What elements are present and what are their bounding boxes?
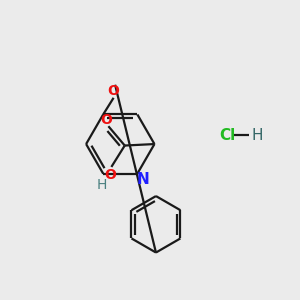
Text: H: H [251, 128, 263, 142]
Text: N: N [136, 172, 149, 187]
Text: O: O [108, 84, 119, 98]
Text: O: O [100, 113, 112, 127]
Text: O: O [104, 168, 116, 182]
Text: Cl: Cl [219, 128, 236, 142]
Text: H: H [97, 178, 107, 192]
